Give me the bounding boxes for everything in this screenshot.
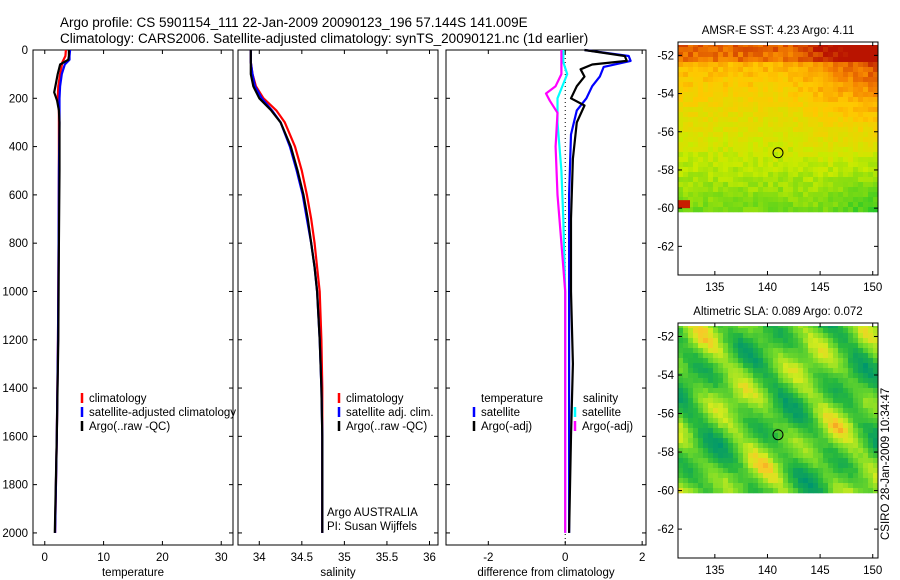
difference-xtick-label: 0 [562,552,568,564]
difference-xtick-label: 2 [639,552,645,564]
temperature-panel: 0 200 400 600 800 1000 1200 1400 1600 1800 2000 0 10… [2,45,236,579]
sla_map-ytick-label: -60 [657,486,674,498]
sst_map-xtick-label: 150 [863,282,882,294]
series-line-temperature-argo-adj- [568,48,628,533]
sla_map-xtick-label: 140 [758,565,777,577]
sst_map-title: AMSR-E SST: 4.23 Argo: 4.11 [702,25,855,37]
temperature-plot-frame [32,49,234,546]
series-line-argo-raw-qc- [53,50,70,533]
depth-tick-label: 1200 [2,335,28,347]
sla_map-xtick-label: 135 [705,565,724,577]
sla_map-ytick-label: -62 [657,524,674,536]
diff-temp-legend-entry: satellite [481,407,520,419]
sla_map-argo-location-marker [772,429,784,441]
temperature-legend-entry: satellite-adjusted climatology [89,407,236,419]
salinity-xtick-label: 34.5 [291,552,313,564]
salinity-xtick-label: 35.5 [376,552,398,564]
sst_map-ytick-label: -56 [657,127,674,139]
difference-panel: -2 0 2 difference from climatology temperatu… [445,48,647,579]
difference-xtick-label: -2 [483,552,493,564]
depth-tick-label: 0 [22,45,28,57]
sla_map-xtick-label: 150 [863,565,882,577]
depth-tick-label: 800 [9,238,28,250]
salinity-legend-header: salinity [583,393,618,405]
difference-plot-frame [445,49,647,546]
sla_map-ytick-label: -56 [657,409,674,421]
salinity-xtick-label: 35 [338,552,351,564]
sla_map-title: Altimetric SLA: 0.089 Argo: 0.072 [693,306,862,318]
sst_map-xtick-label: 145 [811,282,830,294]
diff-temp-legend-entry: Argo(-adj) [481,421,532,433]
sla_map-ytick-label: -54 [657,370,674,382]
series-line-salinity-argo-adj- [544,50,567,533]
temperature-xtick-label: 30 [215,552,228,564]
depth-tick-label: 2000 [2,528,28,540]
sla_map-ytick-label: -58 [657,447,674,459]
salinity-xtick-label: 36 [423,552,436,564]
temperature-axis-label: temperature [102,567,164,579]
difference-axis-label: difference from climatology [477,567,614,579]
depth-tick-label: 200 [9,93,28,105]
temperature-xtick-label: 10 [97,552,110,564]
figure-title-line1: Argo profile: CS 5901154_111 22-Jan-2009… [60,15,528,30]
temperature-xtick-label: 0 [42,552,48,564]
diff-sal-legend-entry: satellite [582,407,621,419]
sst_map-xtick-label: 140 [758,282,777,294]
salinity-legend-entry: Argo(..raw -QC) [346,421,427,433]
sst_map-cells [678,45,878,213]
salinity-panel: 34 34.5 35 35.5 36 salinity climatology satelli… [237,49,439,579]
sst_map-ytick-label: -58 [657,165,674,177]
depth-tick-label: 1600 [2,431,28,443]
float-annotation-line: Argo AUSTRALIA [327,507,418,519]
temperature-legend-entry: climatology [89,393,147,405]
sst_map-xtick-label: 135 [705,282,724,294]
sst_map-ytick-label: -52 [657,50,674,62]
temperature-xtick-label: 20 [156,552,169,564]
sla_map-ytick-label: -52 [657,331,674,343]
sst_map-frame [677,41,879,276]
depth-tick-label: 1400 [2,383,28,395]
temperature-legend-header: temperature [481,393,543,405]
sla-map: Altimetric SLA: 0.089 Argo: 0.072 -52 -54 -… [657,306,882,577]
series-line-temperature-satellite [568,48,632,533]
salinity-axis-label: salinity [320,567,355,579]
sst-corner-patch [678,200,690,209]
salinity-legend-entry: satellite adj. clim. [346,407,434,419]
series-line-argo-raw-qc- [249,50,324,533]
salinity-plot-frame [237,49,439,546]
diff-sal-legend-entry: Argo(-adj) [582,421,633,433]
temperature-legend-entry: Argo(..raw -QC) [89,421,170,433]
sst_map-argo-location-marker [772,147,784,159]
float-annotation-line: PI: Susan Wijffels [327,521,417,533]
sst_map-ytick-label: -54 [657,89,674,101]
depth-tick-label: 400 [9,142,28,154]
depth-tick-label: 1800 [2,480,28,492]
sla_map-frame [677,322,879,559]
sla_map-cells [678,326,878,494]
sla_map-xtick-label: 145 [811,565,830,577]
salinity-xtick-label: 34 [253,552,266,564]
depth-tick-label: 600 [9,190,28,202]
sst-map: AMSR-E SST: 4.23 Argo: 4.11 -52 -54 -56 -58 -… [657,25,882,294]
salinity-legend-entry: climatology [346,393,404,405]
depth-tick-label: 1000 [2,286,28,298]
sst_map-ytick-label: -62 [657,241,674,253]
sst_map-ytick-label: -60 [657,203,674,215]
side-credit-label: CSIRO 28-Jan-2009 10:34:47 [880,388,892,540]
figure-title-line2: Climatology: CARS2006. Satellite-adjuste… [60,31,588,46]
